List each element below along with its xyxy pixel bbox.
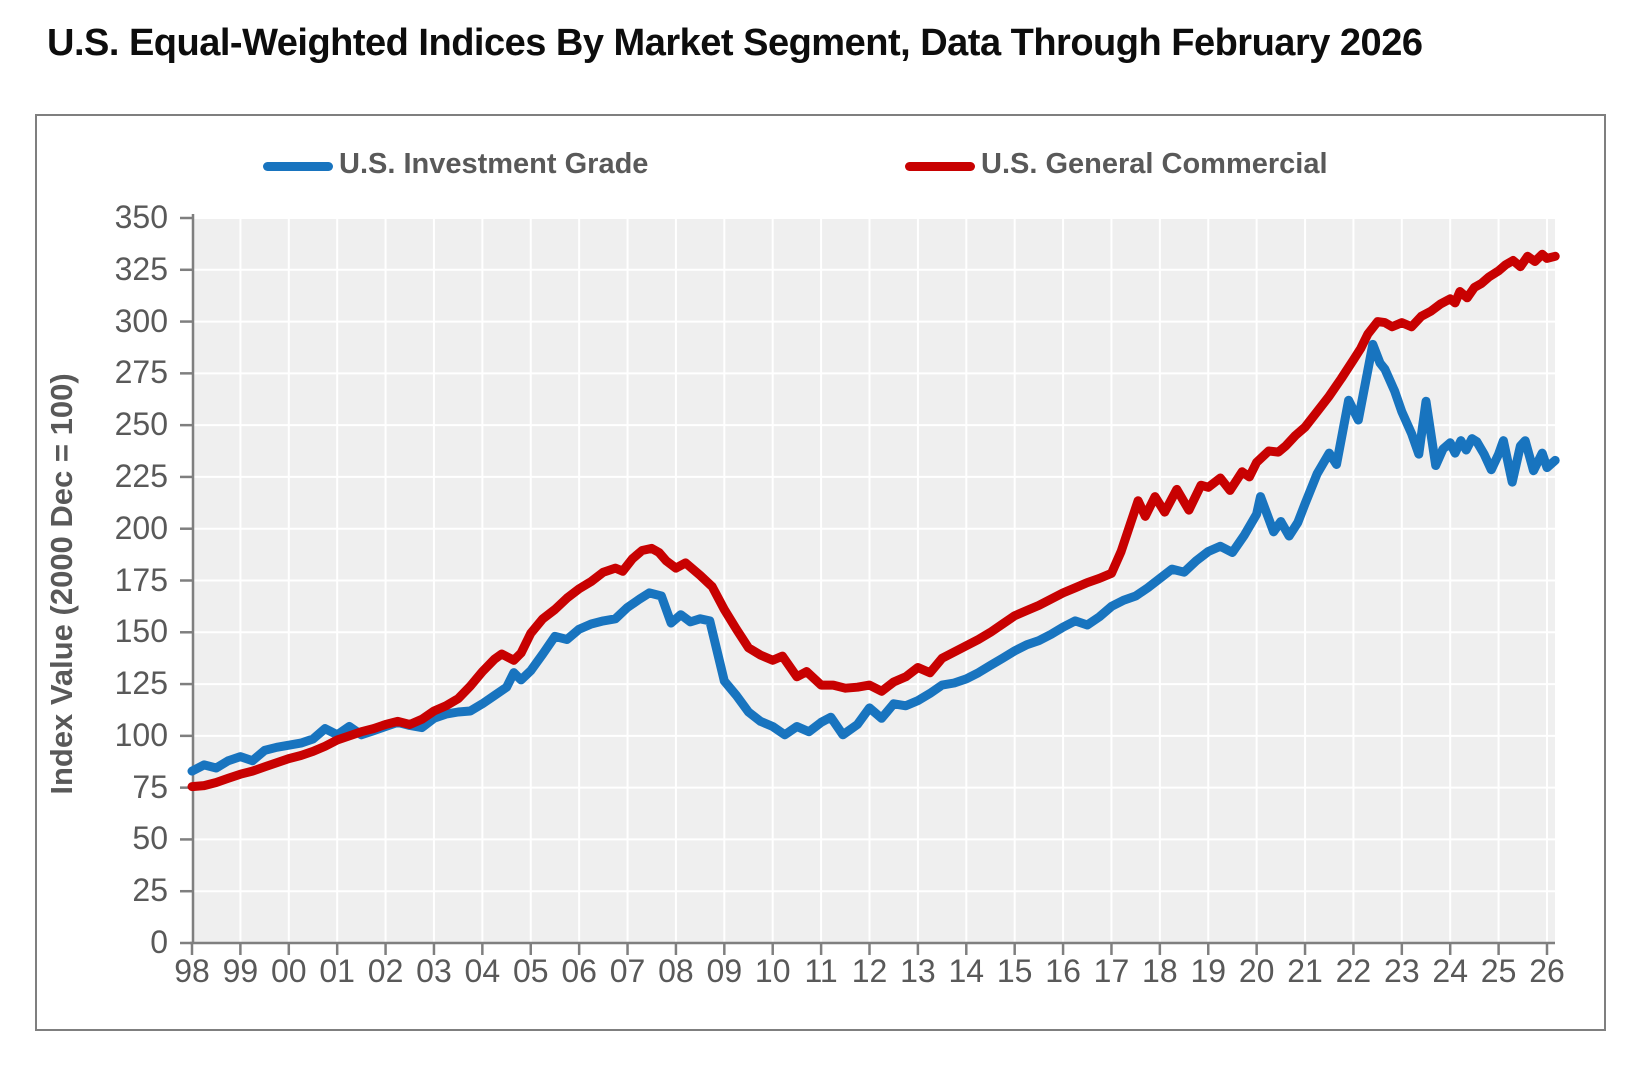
legend-line-swatch-blue-icon — [263, 162, 333, 171]
x-tick-label: 99 — [222, 953, 259, 989]
x-tick-label: 26 — [1529, 953, 1565, 989]
y-tick-label: 50 — [132, 820, 168, 857]
x-tick-label: 16 — [1045, 953, 1081, 989]
x-tick-label: 04 — [464, 953, 501, 989]
x-tick-label: 20 — [1238, 953, 1275, 989]
y-tick-label: 75 — [132, 768, 168, 805]
y-tick-label: 150 — [114, 613, 168, 650]
y-tick-label: 25 — [132, 872, 168, 909]
chart-title: U.S. Equal-Weighted Indices By Market Se… — [47, 22, 1423, 64]
y-tick-label: 300 — [114, 302, 168, 339]
legend-label: U.S. General Commercial — [981, 148, 1328, 180]
y-tick-label: 125 — [114, 665, 168, 702]
x-tick-label: 17 — [1093, 953, 1130, 989]
y-tick-label: 100 — [114, 716, 168, 753]
x-tick-label: 18 — [1142, 953, 1178, 989]
series-line-investment-grade — [187, 339, 1560, 776]
series-line-general-commercial — [187, 249, 1560, 792]
y-tick-label: 175 — [114, 561, 168, 598]
x-tick-label: 22 — [1335, 953, 1372, 989]
x-tick-label: 09 — [706, 953, 743, 989]
x-tick-label: 05 — [512, 953, 549, 989]
x-tick-label: 03 — [416, 953, 452, 989]
x-tick-label: 14 — [948, 953, 985, 989]
x-tick-label: 01 — [319, 953, 355, 989]
x-tick-label: 23 — [1384, 953, 1420, 989]
x-tick-label: 02 — [367, 953, 404, 989]
x-tick-label: 15 — [996, 953, 1033, 989]
x-tick-label: 21 — [1287, 953, 1323, 989]
x-tick-label: 19 — [1190, 953, 1227, 989]
x-tick-label: 11 — [804, 953, 838, 989]
y-tick-label: 350 — [114, 199, 168, 235]
x-tick-label: 13 — [900, 953, 936, 989]
x-tick-label: 06 — [561, 953, 597, 989]
x-tick-label: 00 — [270, 953, 307, 989]
line-chart-svg — [180, 214, 1560, 955]
y-tick-label: 325 — [114, 250, 168, 287]
x-tick-label: 10 — [754, 953, 791, 989]
plot-area — [180, 214, 1560, 955]
y-tick-label: 250 — [114, 406, 168, 443]
x-tick-label: 08 — [658, 953, 694, 989]
y-tick-label: 0 — [150, 924, 168, 960]
x-tick-label: 98 — [174, 953, 210, 989]
y-tick-label: 275 — [114, 354, 168, 391]
x-tick-label: 24 — [1432, 953, 1468, 989]
x-tick-label: 12 — [851, 953, 888, 989]
y-tick-label: 225 — [114, 457, 168, 494]
x-tick-label: 07 — [609, 953, 646, 989]
legend-label: U.S. Investment Grade — [339, 148, 649, 180]
y-tick-label: 200 — [114, 509, 168, 546]
legend-line-swatch-red-icon — [905, 162, 975, 171]
x-tick-label: 25 — [1480, 953, 1517, 989]
